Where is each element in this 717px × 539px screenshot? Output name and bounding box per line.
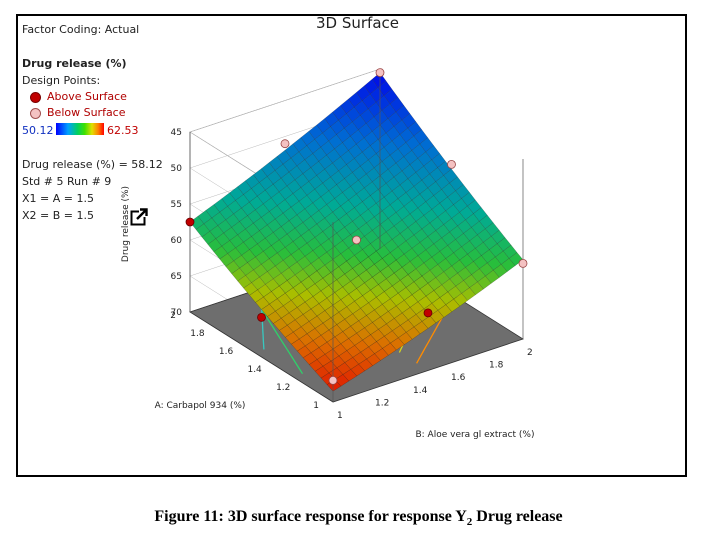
design-point [352,235,361,245]
design-point [447,159,456,169]
below-surface-label: Below Surface [47,106,126,119]
caption-suffix: Drug release [472,508,563,525]
design-point [280,139,290,149]
design-point [423,308,433,318]
a-tick-label: 1 [313,401,319,411]
a-tick-label: 1.6 [219,347,234,357]
caption-subscript: 2 [466,516,473,529]
a-axis-label: A: Carbapol 934 (%) [155,401,246,411]
color-gradient-bar [56,123,104,135]
factor-coding-label: Factor Coding: Actual [22,23,140,36]
design-point [257,312,266,322]
z-tick-label: 60 [171,236,183,246]
chart-title: 3D Surface [316,14,400,32]
design-point [185,217,195,227]
caption-prefix: Figure 11: 3D surface response for respo… [154,508,467,525]
z-tick-label: 65 [171,272,182,282]
b-tick-label: 1.4 [413,386,428,396]
z-tick-label: 55 [171,200,182,210]
readout-std: Std # 5 Run # 9 [22,175,112,188]
a-tick-label: 1.8 [190,329,205,339]
gradient-max-label: 62.53 [107,124,139,137]
gradient-min-label: 50.12 [22,124,54,137]
design-points-label: Design Points: [22,74,101,87]
figure-caption: Figure 11: 3D surface response for respo… [0,508,717,528]
readout-x2: X2 = B = 1.5 [22,209,94,222]
b-tick-label: 2 [527,348,533,358]
above-surface-label: Above Surface [47,90,127,103]
b-tick-label: 1.8 [489,361,504,371]
design-point [375,68,385,77]
response-title: Drug release (%) [22,57,127,70]
above-surface-marker [30,92,41,103]
a-tick-label: 1.4 [247,365,262,375]
external-link-icon[interactable] [130,208,148,226]
z-tick-label: 50 [171,164,183,174]
z-axis-label: Drug release (%) [121,186,131,262]
a-tick-label: 2 [170,311,176,321]
design-point [328,375,338,385]
b-tick-label: 1.2 [375,398,389,408]
a-tick-label: 1.2 [276,383,290,393]
readout-value: Drug release (%) = 58.12 [22,158,163,171]
b-tick-label: 1.6 [451,373,466,383]
z-tick-label: 70 [171,308,183,318]
below-surface-marker [30,108,41,119]
design-point [518,258,528,268]
b-tick-label: 1 [337,411,343,421]
b-axis-label: B: Aloe vera gl extract (%) [415,430,534,440]
z-tick-label: 45 [171,128,182,138]
readout-x1: X1 = A = 1.5 [22,192,94,205]
